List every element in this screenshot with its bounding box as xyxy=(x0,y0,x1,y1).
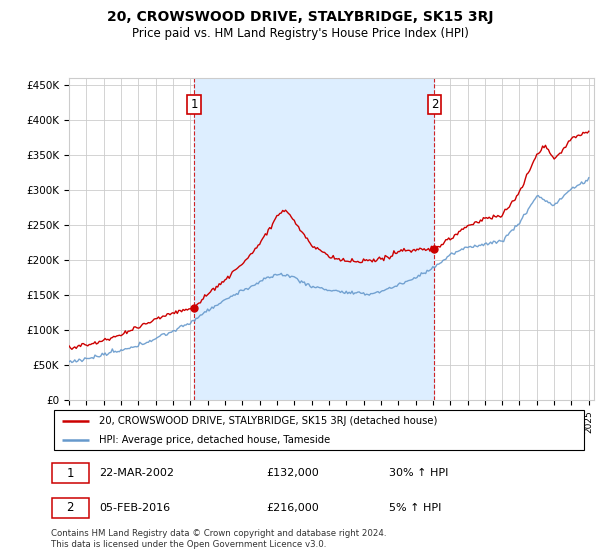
Text: 2: 2 xyxy=(67,501,74,514)
Text: Price paid vs. HM Land Registry's House Price Index (HPI): Price paid vs. HM Land Registry's House … xyxy=(131,27,469,40)
Text: 1: 1 xyxy=(190,98,198,111)
Text: 1: 1 xyxy=(67,467,74,480)
Text: 20, CROWSWOOD DRIVE, STALYBRIDGE, SK15 3RJ (detached house): 20, CROWSWOOD DRIVE, STALYBRIDGE, SK15 3… xyxy=(100,416,438,426)
FancyBboxPatch shape xyxy=(52,498,89,518)
FancyBboxPatch shape xyxy=(53,410,584,450)
Text: 22-MAR-2002: 22-MAR-2002 xyxy=(100,468,175,478)
Text: £216,000: £216,000 xyxy=(266,503,319,513)
Text: 30% ↑ HPI: 30% ↑ HPI xyxy=(389,468,449,478)
Bar xyxy=(194,78,434,400)
Text: 5% ↑ HPI: 5% ↑ HPI xyxy=(389,503,442,513)
FancyBboxPatch shape xyxy=(52,463,89,483)
Text: HPI: Average price, detached house, Tameside: HPI: Average price, detached house, Tame… xyxy=(100,435,331,445)
Text: 20, CROWSWOOD DRIVE, STALYBRIDGE, SK15 3RJ: 20, CROWSWOOD DRIVE, STALYBRIDGE, SK15 3… xyxy=(107,10,493,24)
Text: 05-FEB-2016: 05-FEB-2016 xyxy=(100,503,170,513)
Text: £132,000: £132,000 xyxy=(266,468,319,478)
Text: 2: 2 xyxy=(431,98,438,111)
Text: Contains HM Land Registry data © Crown copyright and database right 2024.
This d: Contains HM Land Registry data © Crown c… xyxy=(51,529,386,549)
